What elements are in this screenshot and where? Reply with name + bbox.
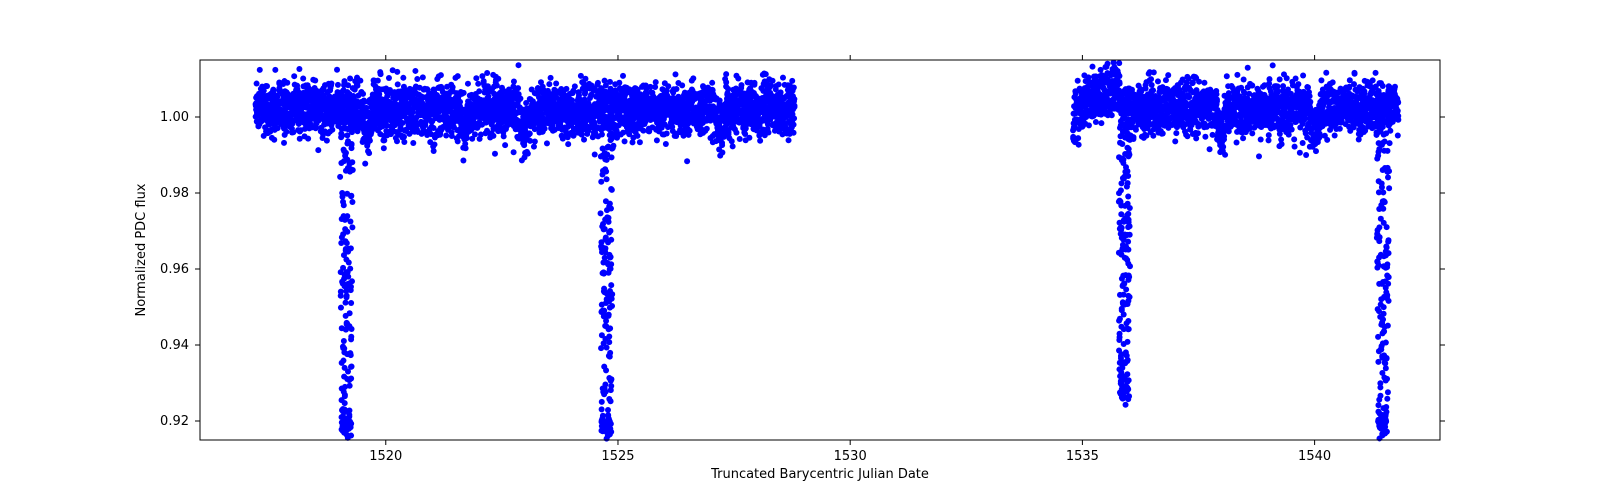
y-axis-label: Normalized PDC flux: [134, 183, 149, 316]
x-tick-label: 1530: [834, 449, 867, 464]
y-tick-label: 1.00: [160, 110, 189, 125]
y-tick-label: 0.94: [160, 338, 189, 353]
chart-svg: 1520 1525 1530 1535 1540 0.92 0.94 0.96 0.98 1.0…: [0, 0, 1600, 500]
x-tick-label: 1520: [369, 449, 402, 464]
x-tick-label: 1540: [1298, 449, 1331, 464]
x-tick-label: 1535: [1066, 449, 1099, 464]
y-tick-label: 0.92: [160, 414, 189, 429]
y-tick-label: 0.98: [160, 186, 189, 201]
lightcurve-chart: 1520 1525 1530 1535 1540 0.92 0.94 0.96 0.98 1.0…: [0, 0, 1600, 500]
y-tick-label: 0.96: [160, 262, 189, 277]
x-axis-label: Truncated Barycentric Julian Date: [710, 467, 929, 482]
x-tick-label: 1525: [601, 449, 634, 464]
